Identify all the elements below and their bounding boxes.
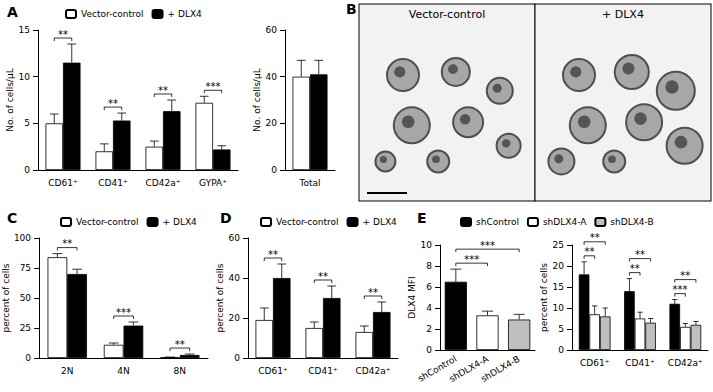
svg-text:20: 20 bbox=[266, 118, 278, 128]
svg-text:**: ** bbox=[635, 249, 645, 260]
svg-text:**: ** bbox=[368, 287, 378, 298]
svg-text:shDLX4-A: shDLX4-A bbox=[543, 217, 587, 227]
svg-text:20: 20 bbox=[553, 261, 565, 271]
svg-text:0: 0 bbox=[24, 165, 30, 175]
svg-text:Vector-control: Vector-control bbox=[76, 217, 139, 227]
svg-text:0: 0 bbox=[558, 345, 564, 355]
svg-text:C: C bbox=[7, 210, 17, 226]
svg-text:60: 60 bbox=[266, 25, 278, 35]
svg-text:50: 50 bbox=[20, 293, 32, 303]
svg-text:Vector-control: Vector-control bbox=[81, 9, 144, 19]
svg-text:***: *** bbox=[206, 81, 221, 92]
svg-text:5: 5 bbox=[558, 324, 564, 334]
svg-text:0: 0 bbox=[234, 353, 240, 363]
svg-text:**: ** bbox=[175, 339, 185, 350]
svg-text:+ DLX4: + DLX4 bbox=[163, 217, 198, 227]
svg-text:40: 40 bbox=[229, 273, 241, 283]
svg-text:10: 10 bbox=[421, 240, 433, 250]
svg-text:**: ** bbox=[62, 238, 72, 249]
svg-text:15: 15 bbox=[553, 282, 564, 292]
svg-text:75: 75 bbox=[20, 263, 31, 273]
svg-text:CD61⁺: CD61⁺ bbox=[580, 358, 610, 368]
svg-text:CD61⁺: CD61⁺ bbox=[48, 178, 78, 188]
svg-text:percent of cells: percent of cells bbox=[1, 263, 11, 332]
svg-text:**: ** bbox=[590, 232, 600, 243]
svg-text:percent of cells: percent of cells bbox=[215, 263, 225, 332]
svg-text:15: 15 bbox=[19, 25, 30, 35]
svg-text:40: 40 bbox=[266, 72, 278, 82]
svg-text:shControl: shControl bbox=[476, 217, 519, 227]
svg-text:shControl: shControl bbox=[416, 353, 459, 384]
svg-text:**: ** bbox=[680, 270, 690, 281]
svg-text:10: 10 bbox=[19, 72, 31, 82]
svg-text:Vector-control: Vector-control bbox=[276, 217, 339, 227]
svg-text:CD61⁺: CD61⁺ bbox=[258, 366, 288, 376]
svg-text:CD42a⁺: CD42a⁺ bbox=[356, 366, 391, 376]
svg-text:**: ** bbox=[268, 249, 278, 260]
svg-text:***: *** bbox=[116, 307, 131, 318]
svg-text:60: 60 bbox=[229, 233, 241, 243]
svg-text:shDLX4-A: shDLX4-A bbox=[447, 353, 490, 384]
svg-text:D: D bbox=[220, 210, 232, 226]
svg-text:***: *** bbox=[673, 284, 688, 295]
svg-text:**: ** bbox=[630, 263, 640, 274]
svg-text:CD41⁺: CD41⁺ bbox=[308, 366, 338, 376]
svg-text:2: 2 bbox=[426, 324, 432, 334]
svg-text:E: E bbox=[417, 210, 427, 226]
svg-text:+ DLX4: + DLX4 bbox=[363, 217, 398, 227]
svg-text:**: ** bbox=[158, 85, 168, 96]
svg-text:10: 10 bbox=[553, 303, 565, 313]
svg-text:A: A bbox=[7, 4, 18, 20]
svg-text:CD42a⁺: CD42a⁺ bbox=[146, 178, 181, 188]
svg-text:25: 25 bbox=[553, 240, 564, 250]
svg-text:CD42a⁺: CD42a⁺ bbox=[668, 358, 703, 368]
svg-text:Vector-control: Vector-control bbox=[409, 8, 485, 21]
svg-text:CD41⁺: CD41⁺ bbox=[625, 358, 655, 368]
svg-text:100: 100 bbox=[14, 233, 31, 243]
svg-text:6: 6 bbox=[426, 282, 432, 292]
svg-text:Total: Total bbox=[298, 178, 320, 188]
svg-text:shDLX4-B: shDLX4-B bbox=[610, 217, 653, 227]
svg-text:shDLX4-B: shDLX4-B bbox=[479, 354, 521, 384]
svg-text:4N: 4N bbox=[117, 366, 129, 376]
svg-text:GYPA⁺: GYPA⁺ bbox=[199, 178, 227, 188]
svg-text:25: 25 bbox=[20, 323, 31, 333]
svg-text:8N: 8N bbox=[174, 366, 186, 376]
svg-text:**: ** bbox=[108, 98, 118, 109]
svg-text:percent of cells: percent of cells bbox=[539, 263, 549, 332]
svg-text:**: ** bbox=[318, 271, 328, 282]
svg-text:5: 5 bbox=[24, 118, 30, 128]
svg-text:No. of cells/µL: No. of cells/µL bbox=[252, 68, 262, 131]
svg-text:+ DLX4: + DLX4 bbox=[602, 8, 644, 21]
svg-text:DLX4 MFI: DLX4 MFI bbox=[407, 276, 417, 318]
svg-text:+ DLX4: + DLX4 bbox=[168, 9, 203, 19]
svg-text:B: B bbox=[346, 1, 357, 17]
svg-text:**: ** bbox=[58, 29, 68, 40]
svg-text:8: 8 bbox=[426, 261, 432, 271]
svg-text:2N: 2N bbox=[61, 366, 73, 376]
svg-text:0: 0 bbox=[426, 345, 432, 355]
svg-text:***: *** bbox=[480, 240, 495, 251]
svg-text:0: 0 bbox=[271, 165, 277, 175]
svg-text:***: *** bbox=[464, 254, 479, 265]
svg-text:CD41⁺: CD41⁺ bbox=[98, 178, 128, 188]
svg-text:20: 20 bbox=[229, 313, 241, 323]
svg-text:0: 0 bbox=[25, 353, 31, 363]
svg-text:**: ** bbox=[584, 246, 594, 257]
svg-text:4: 4 bbox=[426, 303, 432, 313]
svg-text:No. of cells/µL: No. of cells/µL bbox=[5, 68, 15, 131]
